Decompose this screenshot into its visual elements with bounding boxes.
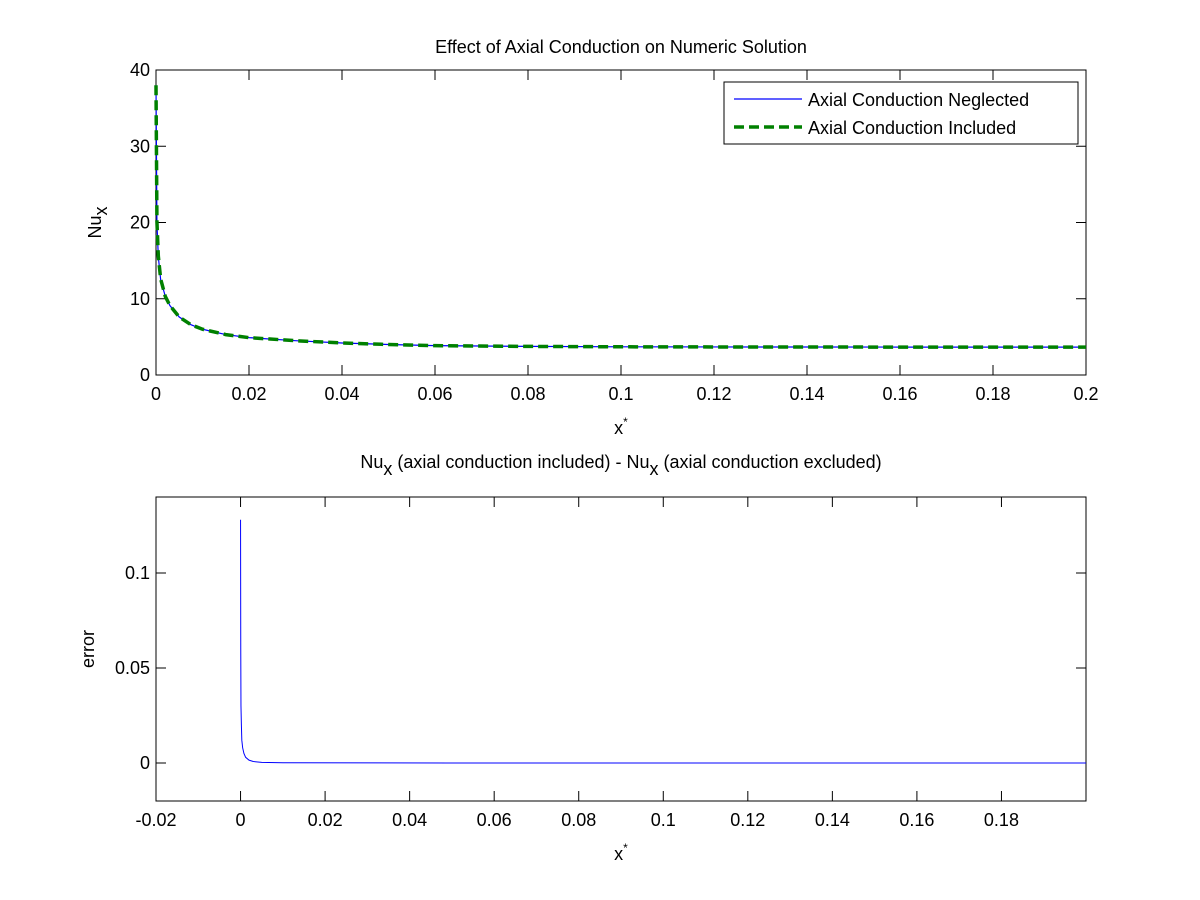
top-x-tick-label: 0.02 <box>231 384 266 404</box>
top-x-tick-label: 0.1 <box>608 384 633 404</box>
top-x-tick-label: 0.04 <box>324 384 359 404</box>
top-x-axis-label-sup: * <box>623 415 628 429</box>
bottom-x-tick-label: 0.18 <box>984 810 1019 830</box>
top-x-tick-label: 0 <box>151 384 161 404</box>
bottom-title-sub2: x <box>650 459 659 479</box>
top-x-tick-label: 0.08 <box>510 384 545 404</box>
bottom-title-part3: (axial conduction excluded) <box>659 452 882 472</box>
bottom-x-tick-label: 0.06 <box>477 810 512 830</box>
bottom-chart-title: Nux (axial conduction included) - Nux (a… <box>360 452 881 479</box>
top-y-axis-label: Nux <box>85 206 111 238</box>
top-x-axis-label-base: x <box>614 418 623 438</box>
bottom-title-sub1: x <box>383 459 392 479</box>
legend-label-included: Axial Conduction Included <box>808 118 1016 138</box>
bottom-x-tick-label: 0.02 <box>308 810 343 830</box>
top-axes-series <box>154 85 1086 349</box>
top-x-tick-label: 0.06 <box>417 384 452 404</box>
bottom-x-tick-label: 0.16 <box>899 810 934 830</box>
bottom-x-tick-label: 0.14 <box>815 810 850 830</box>
series-line-included <box>154 85 1086 349</box>
top-x-axis-label: x* <box>614 415 628 438</box>
bottom-axes-ticks: -0.02 0 0.02 0.04 0.06 0.08 0.1 0.12 0.14 0.16 0.1… <box>115 497 1086 830</box>
top-y-axis-label-sub: x <box>91 206 111 215</box>
bottom-title-part2: (axial conduction included) - Nu <box>392 452 649 472</box>
bottom-x-axis-label-base: x <box>614 844 623 864</box>
bottom-x-axis-label: x* <box>614 841 628 864</box>
top-y-tick-label: 30 <box>130 136 150 156</box>
top-chart-title: Effect of Axial Conduction on Numeric So… <box>435 37 807 57</box>
top-y-axis-label-base: Nu <box>85 215 105 238</box>
legend-label-neglected: Axial Conduction Neglected <box>808 90 1029 110</box>
bottom-x-tick-label: 0.04 <box>392 810 427 830</box>
bottom-y-tick-label: 0 <box>140 753 150 773</box>
bottom-axes-series <box>240 519 1086 764</box>
top-y-tick-label: 10 <box>130 289 150 309</box>
bottom-x-tick-label: 0.12 <box>730 810 765 830</box>
bottom-y-axis-label: error <box>78 630 98 668</box>
bottom-x-axis-label-sup: * <box>623 841 628 855</box>
bottom-x-tick-label: -0.02 <box>135 810 176 830</box>
top-y-tick-label: 0 <box>140 365 150 385</box>
top-x-tick-label: 0.2 <box>1073 384 1098 404</box>
top-x-tick-label: 0.14 <box>789 384 824 404</box>
top-y-tick-label: 20 <box>130 213 150 233</box>
bottom-y-tick-label: 0.1 <box>125 563 150 583</box>
bottom-y-tick-label: 0.05 <box>115 658 150 678</box>
top-y-tick-label: 40 <box>130 60 150 80</box>
error-series-line <box>240 519 1086 764</box>
bottom-x-tick-label: 0 <box>236 810 246 830</box>
bottom-axes-frame <box>155 496 1087 802</box>
top-x-tick-label: 0.16 <box>882 384 917 404</box>
top-axes-ticks: 0 0.02 0.04 0.06 0.08 0.1 0.12 0.14 0.16 0.18 0.2 0… <box>130 60 1099 404</box>
top-axes: 0 0.02 0.04 0.06 0.08 0.1 0.12 0.14 0.16 0.18 0.2 0… <box>85 37 1099 438</box>
legend-box <box>723 81 1079 145</box>
bottom-x-tick-label: 0.08 <box>561 810 596 830</box>
bottom-x-tick-label: 0.1 <box>651 810 676 830</box>
top-x-tick-label: 0.18 <box>975 384 1010 404</box>
top-legend: Axial Conduction Neglected Axial Conduct… <box>723 81 1079 145</box>
bottom-axes: -0.02 0 0.02 0.04 0.06 0.08 0.1 0.12 0.14 0.16 0.1… <box>78 452 1087 864</box>
top-x-tick-label: 0.12 <box>696 384 731 404</box>
bottom-title-part1: Nu <box>360 452 383 472</box>
